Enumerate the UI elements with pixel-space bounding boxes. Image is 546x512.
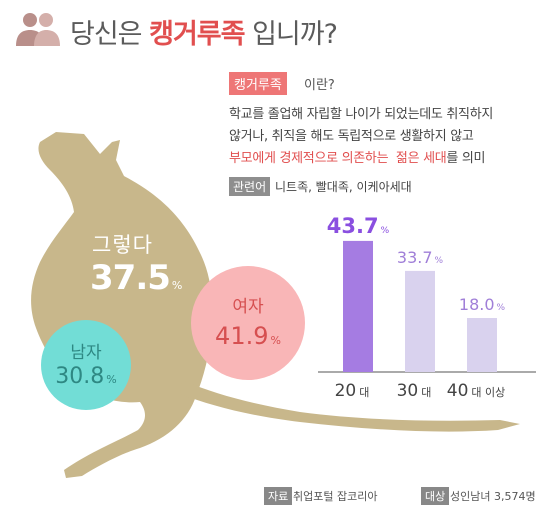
overall-unit: % bbox=[171, 279, 183, 292]
category-label-20: 20 대 bbox=[335, 381, 370, 401]
female-circle: 여자 41.9% bbox=[191, 266, 305, 380]
female-unit: % bbox=[270, 334, 281, 347]
male-unit: % bbox=[106, 373, 117, 386]
definition-text: 학교를 졸업해 자립할 나이가 되었는데도 취직하지 않거나, 취직을 해도 독… bbox=[229, 104, 539, 170]
definition-highlight-2: 젊은 세대 bbox=[395, 151, 447, 166]
age-bar-chart: 43.7 %20 대33.7 %30 대18.0 %40 대 이상 bbox=[318, 212, 536, 404]
title-suffix: 입니까? bbox=[244, 19, 338, 50]
bar-40 bbox=[467, 318, 497, 372]
female-value: 41.9% bbox=[191, 322, 305, 350]
female-label: 여자 bbox=[232, 297, 264, 317]
target-badge: 대상 bbox=[421, 487, 450, 505]
female-number: 41.9 bbox=[215, 322, 269, 350]
male-circle: 남자 30.8% bbox=[41, 320, 131, 410]
bar-30 bbox=[405, 270, 435, 372]
definition-space bbox=[388, 151, 396, 166]
people-icon bbox=[16, 13, 60, 46]
source-badge: 자료 bbox=[264, 487, 293, 505]
related-terms: 니트족, 빨대족, 이케아세대 bbox=[275, 180, 412, 194]
definition-highlight-1: 부모에게 경제적으로 의존하는 bbox=[229, 151, 389, 166]
value-label-30: 33.7% bbox=[397, 248, 444, 267]
bar-20 bbox=[343, 240, 373, 372]
category-label-40: 40 대 이상 bbox=[447, 381, 506, 401]
category-label-30: 30 대 bbox=[397, 381, 432, 401]
male-number: 30.8 bbox=[55, 364, 105, 389]
source-text: 취업포털 잡코리아 bbox=[293, 490, 378, 503]
overall-number: 37.5 bbox=[90, 258, 171, 298]
term-badge: 캥거루족 bbox=[229, 72, 287, 95]
overall-value: 37.5% bbox=[90, 258, 183, 298]
definition-line-3: 부모에게 경제적으로 의존하는 젊은 세대를 의미 bbox=[229, 148, 539, 170]
page-title: 당신은 캥거루족 입니까? bbox=[70, 12, 338, 51]
male-value: 30.8% bbox=[41, 364, 131, 389]
overall-label: 그렇다 bbox=[92, 233, 153, 257]
definition-line-3-end: 를 의미 bbox=[446, 151, 486, 166]
term-suffix: 이란? bbox=[304, 78, 335, 93]
title-highlight: 캥거루족 bbox=[149, 19, 245, 50]
definition-line-1: 학교를 졸업해 자립할 나이가 되었는데도 취직하지 bbox=[229, 107, 494, 122]
male-label: 남자 bbox=[70, 343, 102, 363]
value-label-40: 18.0% bbox=[459, 295, 506, 314]
target-text: 성인남녀 3,574명 bbox=[450, 490, 536, 503]
definition-line-2: 않거나, 취직을 해도 독립적으로 생활하지 않고 bbox=[229, 129, 474, 144]
title-prefix: 당신은 bbox=[70, 19, 150, 50]
related-badge: 관련어 bbox=[229, 177, 271, 196]
